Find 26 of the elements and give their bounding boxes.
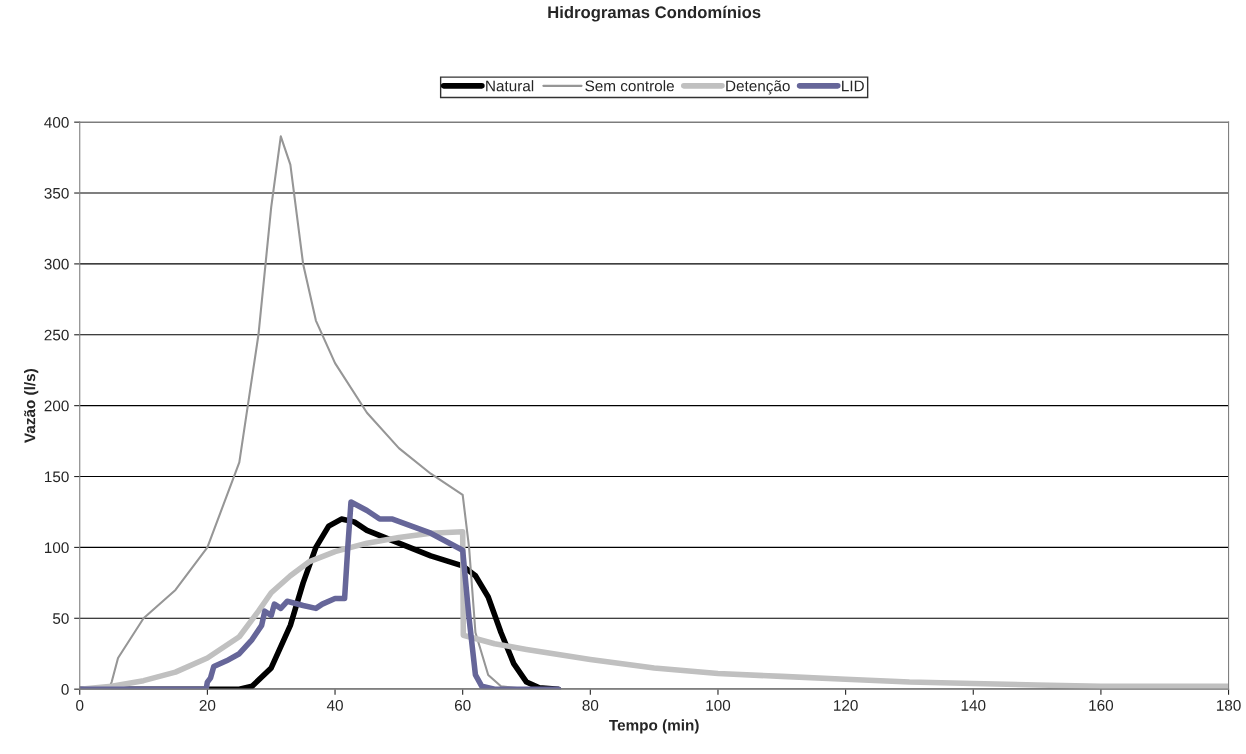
x-tick-label: 80 [582, 699, 599, 711]
y-tick-label: 100 [45, 542, 69, 554]
y-tick-label: 300 [44, 258, 69, 270]
legend-label: LID [842, 80, 864, 92]
y-tick-label: 400 [44, 117, 69, 128]
legend-label: Sem controle [585, 80, 674, 92]
y-tick-label: 200 [44, 400, 69, 412]
x-axis-title: Tempo (min) [609, 719, 699, 734]
y-tick-label: 250 [44, 329, 69, 341]
x-tick-label: 60 [454, 699, 471, 711]
x-tick-label: 0 [76, 699, 84, 711]
x-tick-label: 20 [199, 699, 216, 711]
y-axis-title: Vazão (l/s) [24, 369, 39, 443]
x-tick-label: 120 [834, 699, 858, 711]
x-tick-label: 180 [1216, 699, 1241, 711]
y-tick-label: 50 [52, 613, 69, 624]
x-tick-label: 100 [706, 699, 731, 711]
y-tick-label: 350 [44, 187, 69, 199]
legend-label: Natural [486, 80, 534, 92]
x-tick-label: 40 [326, 699, 343, 711]
chart-title: Hidrogramas Condomínios [548, 5, 761, 22]
x-tick-label: 140 [961, 699, 986, 711]
y-tick-label: 0 [61, 684, 69, 695]
legend-label: Detenção [726, 80, 790, 95]
y-tick-label: 150 [45, 471, 69, 483]
x-tick-label: 160 [1089, 699, 1114, 711]
